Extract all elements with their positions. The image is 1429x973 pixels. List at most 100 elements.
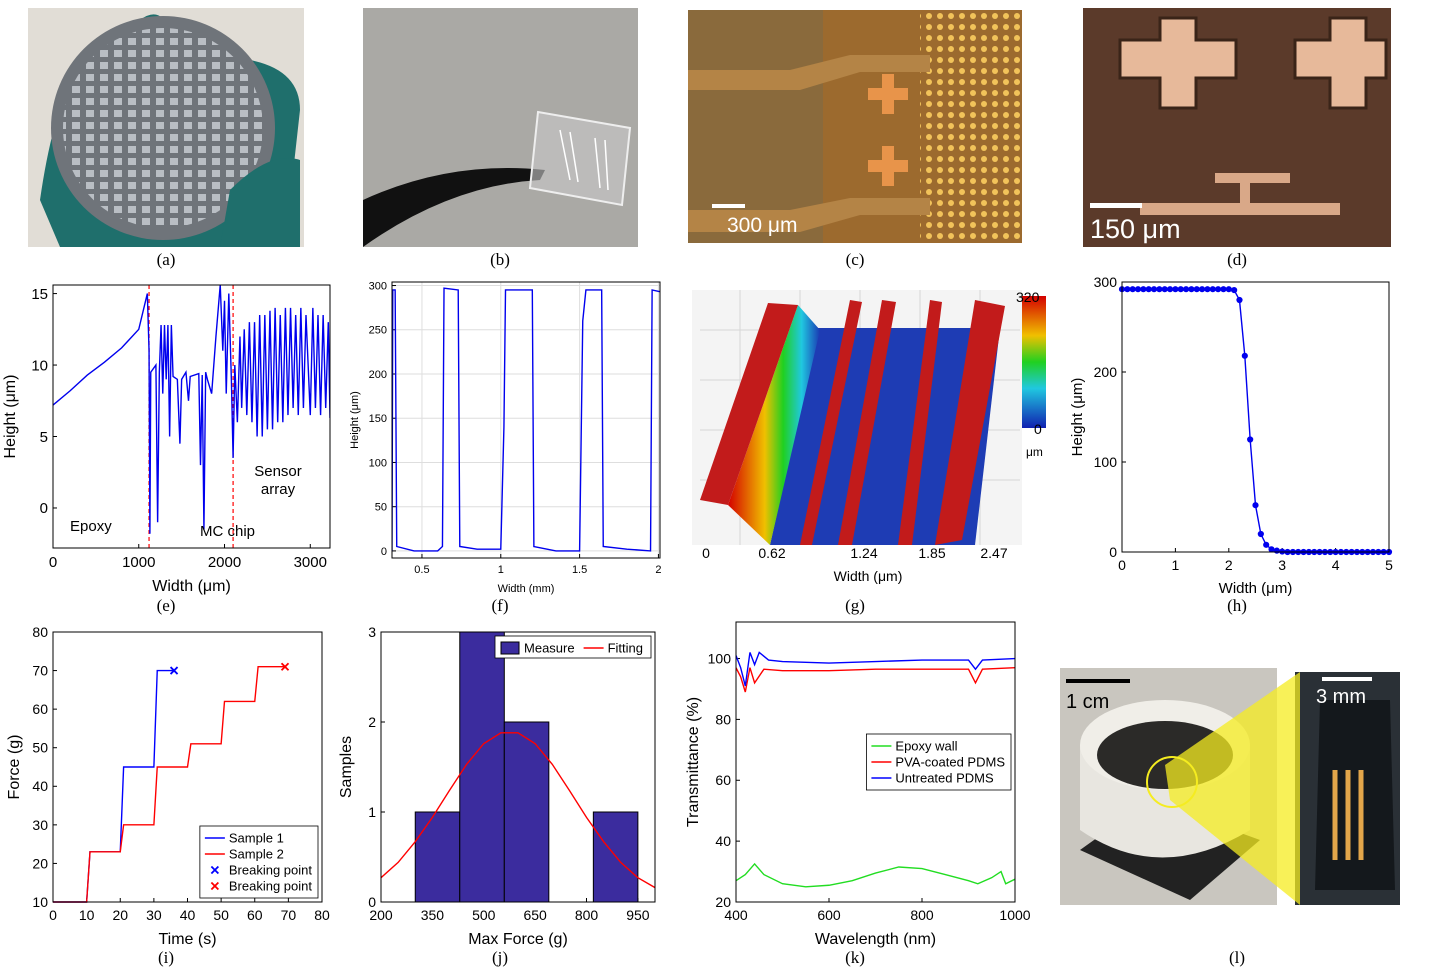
bar — [460, 632, 505, 902]
marker — [1178, 287, 1183, 292]
y-tick-label: 100 — [369, 457, 387, 469]
y-axis-label: Transmittance (%) — [685, 697, 702, 827]
y-tick-label: 200 — [1094, 364, 1118, 380]
scale-label: 3 mm — [1316, 686, 1366, 708]
x-tick-label: 600 — [817, 907, 841, 923]
marker — [1151, 287, 1156, 292]
caption: (h) — [1227, 596, 1247, 615]
x-tick-label: 0 — [49, 907, 57, 923]
x-tick-label: 500 — [472, 907, 496, 923]
series-line — [392, 288, 660, 551]
electrode — [1240, 183, 1250, 203]
series-line — [736, 668, 1015, 692]
x-tick-label: 60 — [247, 907, 263, 923]
plot-area — [392, 288, 660, 551]
x-tick-label: 1000 — [122, 554, 155, 571]
chart: 010203040506070801020304050607080Time (s… — [6, 624, 330, 948]
chip — [1315, 700, 1395, 890]
x-tick-label: 70 — [281, 907, 297, 923]
caption: (f) — [492, 596, 509, 615]
caption: (d) — [1227, 250, 1247, 269]
y-tick-label: 10 — [31, 357, 48, 374]
colorbar-label: 0 — [1034, 421, 1042, 437]
y-tick-label: 100 — [1094, 454, 1118, 470]
caption: (c) — [846, 250, 865, 269]
colorbar — [1022, 296, 1046, 428]
x-tick-label: 20 — [112, 907, 128, 923]
marker — [1183, 287, 1188, 292]
marker — [1216, 287, 1221, 292]
caption: (a) — [157, 250, 176, 269]
marker — [1253, 503, 1258, 508]
bar — [415, 812, 460, 902]
caption: (g) — [845, 596, 865, 615]
x-tick-label: 2 — [1225, 557, 1233, 573]
y-tick-label: 20 — [32, 855, 48, 871]
tick-label: 1.85 — [918, 545, 945, 561]
annotation: Epoxy — [70, 518, 112, 536]
legend-label: PVA-coated PDMS — [895, 755, 1005, 770]
x-tick-label: 950 — [626, 907, 650, 923]
scale-bar — [1322, 677, 1372, 681]
annotation: Sensor array — [246, 463, 310, 499]
x-tick-label: 0 — [1118, 557, 1126, 573]
legend: Sample 1Sample 2Breaking pointBreaking p… — [200, 826, 318, 898]
marker — [1125, 287, 1130, 292]
legend-label: Breaking point — [229, 863, 312, 878]
x-axis-label: Width (mm) — [498, 583, 555, 595]
legend-label: Breaking point — [229, 879, 312, 894]
y-tick-label: 3 — [368, 624, 376, 640]
marker — [1157, 287, 1162, 292]
x-axis-label: Width (μm) — [152, 578, 231, 595]
y-tick-label: 70 — [32, 662, 48, 678]
x-tick-label: 3 — [1278, 557, 1286, 573]
series-line — [1122, 289, 1389, 552]
pad-array — [920, 10, 1022, 243]
y-tick-label: 0 — [368, 894, 376, 910]
marker — [1130, 287, 1135, 292]
y-tick-label: 5 — [40, 429, 48, 446]
y-axis-label: Samples — [338, 736, 355, 798]
y-tick-label: 0 — [1109, 544, 1117, 560]
bar — [504, 722, 549, 902]
legend-swatch — [501, 642, 519, 654]
y-tick-label: 50 — [375, 502, 387, 514]
y-tick-label: 300 — [1094, 274, 1118, 290]
marker — [1248, 437, 1253, 442]
tick-label: 0 — [702, 545, 710, 561]
caption: (l) — [1229, 948, 1245, 967]
x-tick-label: 1.5 — [572, 564, 587, 576]
marker — [1194, 287, 1199, 292]
x-tick-label: 5 — [1385, 557, 1393, 573]
marker — [1264, 542, 1269, 547]
y-tick-label: 40 — [32, 778, 48, 794]
y-tick-label: 0 — [381, 546, 387, 558]
marker — [1167, 287, 1172, 292]
scale-bar — [1066, 679, 1130, 683]
figure-canvas: 300 μm 150 μm 320 0 μm 0 0.62 1.24 1.85 … — [0, 0, 1429, 973]
legend-label: Epoxy wall — [895, 739, 957, 754]
caption: (b) — [490, 250, 510, 269]
profile-3d: 320 0 μm 0 0.62 1.24 1.85 2.47 Width (μm… — [692, 289, 1046, 584]
legend-label: Untreated PDMS — [895, 771, 994, 786]
y-axis-label: Height (μm) — [349, 391, 361, 449]
y-tick-label: 40 — [715, 833, 731, 849]
x-tick-label: 2 — [655, 564, 661, 576]
x-tick-label: 40 — [180, 907, 196, 923]
marker — [1173, 287, 1178, 292]
tick-label: 0.62 — [758, 545, 785, 561]
x-tick-label: 3000 — [294, 554, 327, 571]
pdms-chip — [530, 112, 630, 205]
x-tick-label: 0.5 — [414, 564, 429, 576]
y-tick-label: 80 — [715, 711, 731, 727]
y-tick-label: 300 — [369, 280, 387, 292]
caption: (i) — [158, 948, 174, 967]
x-axis-label: Max Force (g) — [468, 931, 568, 948]
marker — [1162, 287, 1167, 292]
legend-label: Sample 2 — [229, 847, 284, 862]
scale-label: 1 cm — [1066, 691, 1109, 713]
y-tick-label: 200 — [369, 369, 387, 381]
x-tick-label: 800 — [575, 907, 599, 923]
scale-bar — [1090, 203, 1142, 208]
